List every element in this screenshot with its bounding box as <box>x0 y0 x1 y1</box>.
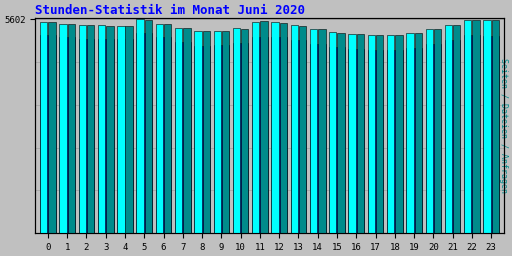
Bar <box>310 29 317 233</box>
Bar <box>98 39 114 233</box>
Bar <box>387 50 402 233</box>
Bar <box>291 25 298 233</box>
Bar <box>194 31 202 233</box>
Bar <box>117 26 124 233</box>
Bar <box>483 20 490 233</box>
Bar <box>349 49 364 233</box>
Bar <box>434 29 441 233</box>
Bar <box>425 44 441 233</box>
Bar <box>40 35 56 233</box>
Bar <box>87 25 94 233</box>
Bar <box>98 25 105 233</box>
Bar <box>310 44 326 233</box>
Bar <box>175 42 190 233</box>
Y-axis label: Seiten / Dateien / Anfragen: Seiten / Dateien / Anfragen <box>499 58 508 193</box>
Bar <box>453 25 460 233</box>
Bar <box>349 34 356 233</box>
Bar <box>49 22 56 233</box>
Bar <box>473 20 480 233</box>
Bar <box>106 26 114 233</box>
Bar <box>483 36 499 233</box>
Bar <box>164 24 172 233</box>
Bar <box>261 21 268 233</box>
Bar <box>194 46 210 233</box>
Bar <box>337 33 345 233</box>
Bar <box>233 28 240 233</box>
Bar <box>175 28 182 233</box>
Bar <box>464 20 472 233</box>
Bar <box>387 35 394 233</box>
Bar <box>145 20 152 233</box>
Bar <box>445 40 460 233</box>
Bar <box>137 19 144 233</box>
Bar <box>214 30 221 233</box>
Bar <box>156 24 163 233</box>
Bar <box>79 39 94 233</box>
Bar <box>137 33 152 233</box>
Text: Stunden-Statistik im Monat Juni 2020: Stunden-Statistik im Monat Juni 2020 <box>35 4 305 17</box>
Bar <box>252 37 268 233</box>
Bar <box>68 24 75 233</box>
Bar <box>464 35 480 233</box>
Bar <box>492 20 499 233</box>
Bar <box>329 32 336 233</box>
Bar <box>299 26 306 233</box>
Bar <box>252 22 260 233</box>
Bar <box>329 47 345 233</box>
Bar <box>406 33 414 233</box>
Bar <box>368 50 383 233</box>
Bar <box>156 37 172 233</box>
Bar <box>241 29 248 233</box>
Bar <box>79 25 86 233</box>
Bar <box>376 35 383 233</box>
Bar <box>40 22 48 233</box>
Bar <box>117 39 133 233</box>
Bar <box>59 37 75 233</box>
Bar <box>222 31 229 233</box>
Bar <box>183 28 190 233</box>
Bar <box>125 26 133 233</box>
Bar <box>59 24 67 233</box>
Bar <box>280 23 287 233</box>
Bar <box>233 43 248 233</box>
Bar <box>395 35 402 233</box>
Bar <box>357 34 364 233</box>
Bar <box>271 37 287 233</box>
Bar <box>425 29 433 233</box>
Bar <box>415 33 422 233</box>
Bar <box>406 48 422 233</box>
Bar <box>368 35 375 233</box>
Bar <box>271 22 279 233</box>
Bar <box>203 31 210 233</box>
Bar <box>291 40 306 233</box>
Bar <box>318 29 326 233</box>
Bar <box>445 25 452 233</box>
Bar <box>214 45 229 233</box>
